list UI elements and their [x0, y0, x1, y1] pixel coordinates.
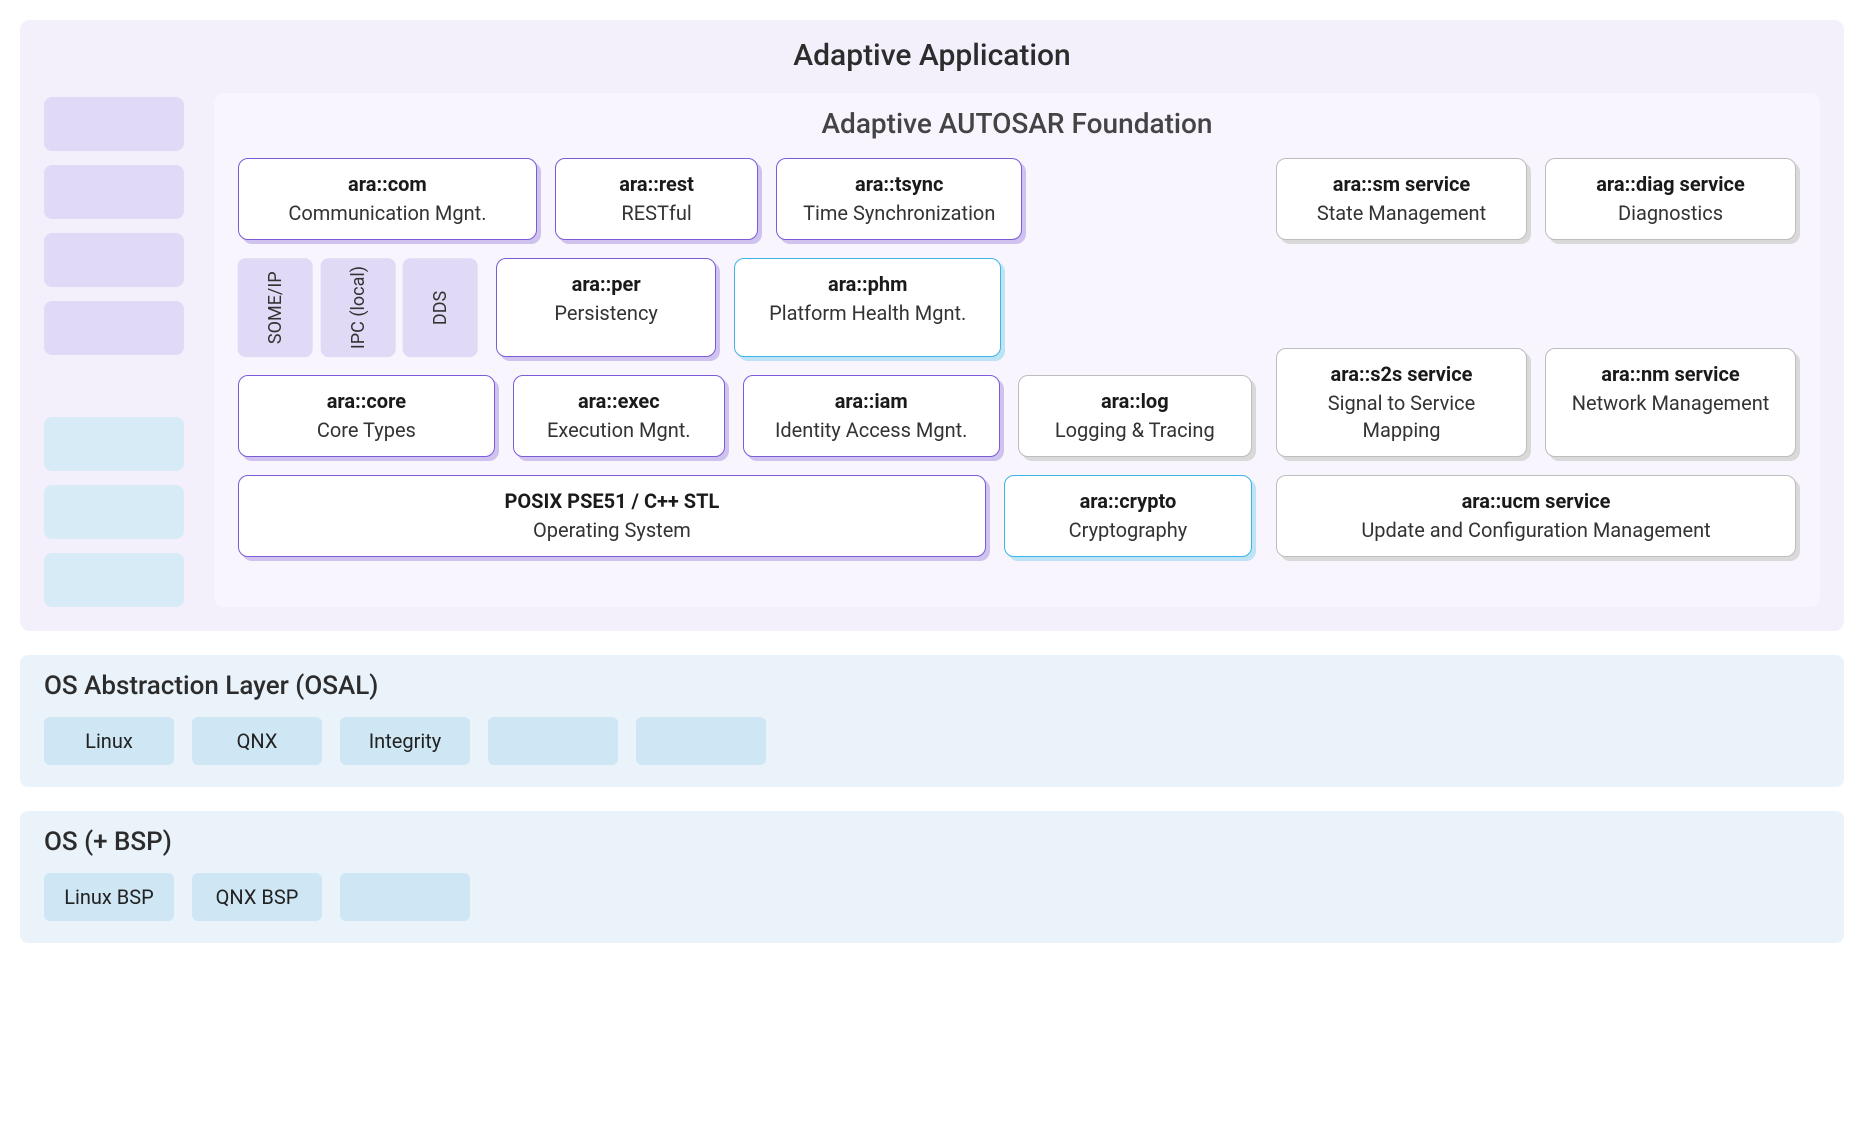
os-layer: OS (+ BSP) Linux BSP QNX BSP . [20, 811, 1844, 943]
spacer [1019, 258, 1252, 357]
svc-s2s: ara::s2s service Signal to Service Mappi… [1276, 348, 1527, 457]
osal-pill: Linux [44, 717, 174, 765]
mod-posix: POSIX PSE51 / C++ STL Operating System [238, 475, 986, 557]
svc-ucm: ara::ucm service Update and Configuratio… [1276, 475, 1796, 557]
app-title: Adaptive Application [44, 38, 1820, 73]
os-pills: Linux BSP QNX BSP . [44, 873, 1820, 921]
sidebar-box [44, 165, 184, 219]
mod-per: ara::per Persistency [496, 258, 716, 357]
svc-diag: ara::diag service Diagnostics [1545, 158, 1796, 240]
os-pill: QNX BSP [192, 873, 322, 921]
osal-pill: Integrity [340, 717, 470, 765]
sidebar-gap [44, 369, 184, 403]
proto-someip: SOME/IP [238, 258, 313, 357]
proto-group: SOME/IP IPC (local) DDS [238, 258, 478, 357]
os-pill: Linux BSP [44, 873, 174, 921]
mod-phm: ara::phm Platform Health Mgnt. [734, 258, 1001, 357]
osal-title: OS Abstraction Layer (OSAL) [44, 671, 1820, 701]
sidebar-box [44, 301, 184, 355]
sidebar-box [44, 233, 184, 287]
foundation-title: Adaptive AUTOSAR Foundation [238, 107, 1796, 140]
sidebar-box [44, 485, 184, 539]
os-title: OS (+ BSP) [44, 827, 1820, 857]
mod-crypto: ara::crypto Cryptography [1004, 475, 1252, 557]
sidebar-box [44, 97, 184, 151]
mod-log: ara::log Logging & Tracing [1018, 375, 1252, 457]
foundation-panel: Adaptive AUTOSAR Foundation ara::com Com… [214, 93, 1820, 607]
foundation-right: ara::sm service State Management ara::di… [1276, 158, 1796, 557]
proto-dds: DDS [403, 258, 478, 357]
osal-pill-empty: . [488, 717, 618, 765]
mod-exec: ara::exec Execution Mgnt. [513, 375, 725, 457]
adaptive-application-layer: Adaptive Application Adaptive AUTOSAR Fo… [20, 20, 1844, 631]
mod-core: ara::core Core Types [238, 375, 495, 457]
osal-pill: QNX [192, 717, 322, 765]
mod-rest: ara::rest RESTful [555, 158, 758, 240]
spacer [1276, 258, 1796, 330]
sidebar-box [44, 417, 184, 471]
sidebar [44, 93, 184, 607]
proto-ipc: IPC (local) [321, 258, 396, 357]
osal-pills: Linux QNX Integrity . . [44, 717, 1820, 765]
mod-tsync: ara::tsync Time Synchronization [776, 158, 1022, 240]
app-body: Adaptive AUTOSAR Foundation ara::com Com… [44, 93, 1820, 607]
osal-layer: OS Abstraction Layer (OSAL) Linux QNX In… [20, 655, 1844, 787]
svc-sm: ara::sm service State Management [1276, 158, 1527, 240]
os-pill-empty: . [340, 873, 470, 921]
foundation-left: ara::com Communication Mgnt. ara::rest R… [238, 158, 1252, 557]
svc-nm: ara::nm service Network Management [1545, 348, 1796, 457]
mod-com: ara::com Communication Mgnt. [238, 158, 537, 240]
mod-iam: ara::iam Identity Access Mgnt. [743, 375, 1000, 457]
osal-pill-empty: . [636, 717, 766, 765]
spacer [1040, 158, 1252, 240]
sidebar-box [44, 553, 184, 607]
